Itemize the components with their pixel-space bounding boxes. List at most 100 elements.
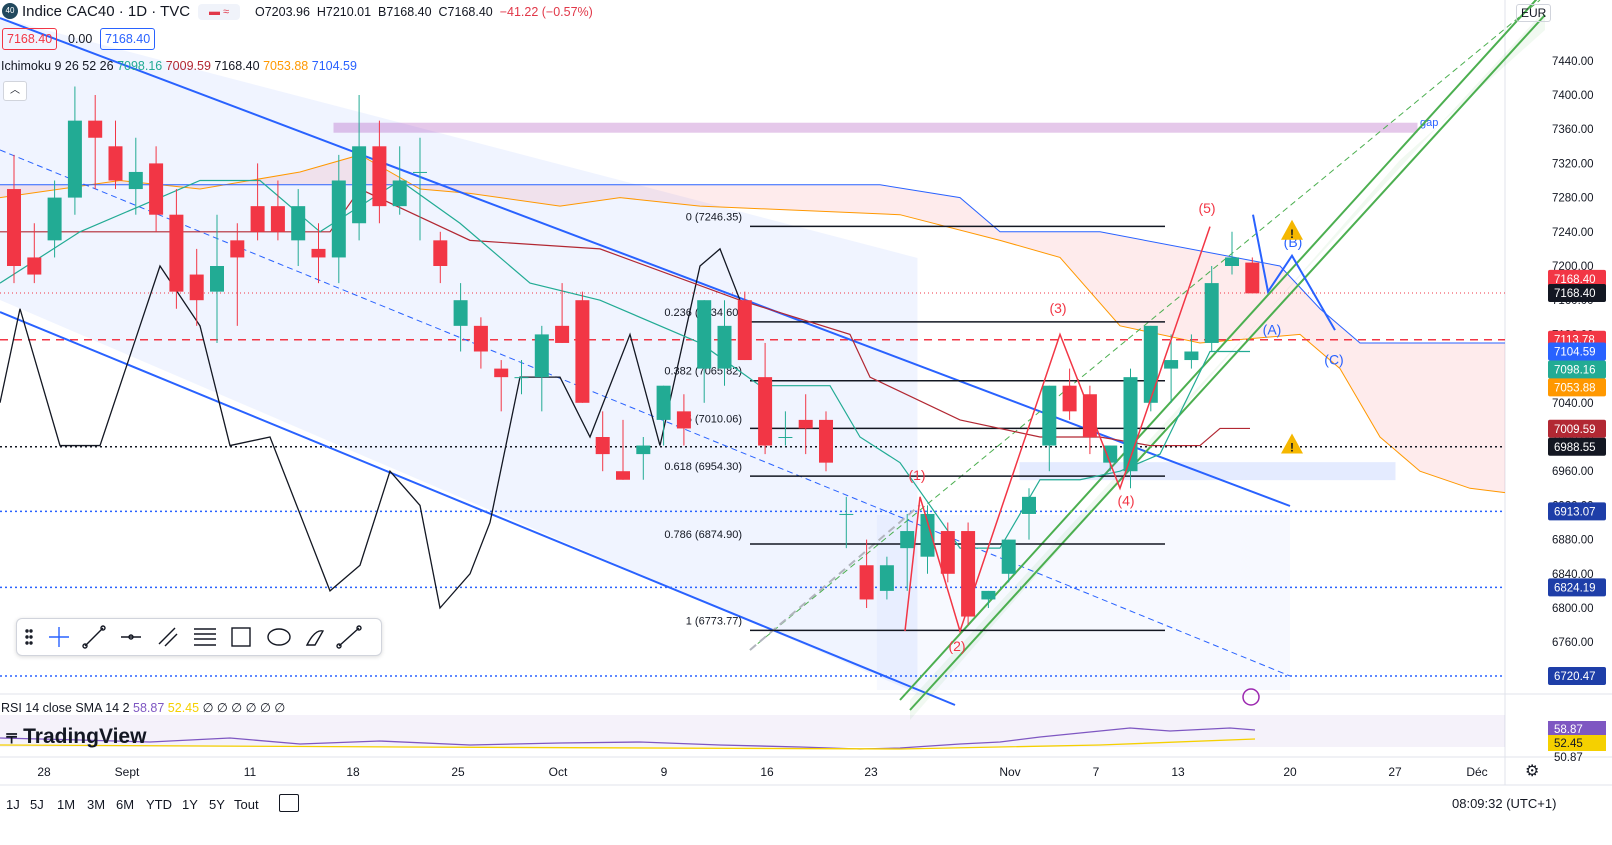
price-tick: 6800.00 [1552,603,1594,615]
candle-body [149,163,164,215]
rsi-line [0,727,1256,750]
symbol-title[interactable]: Indice CAC40 · 1D · TVC [22,3,191,20]
ask-price-button[interactable]: 7168.40 [100,28,156,50]
collapse-legend-button[interactable]: ︿ [3,81,27,101]
ruler-icon[interactable] [336,625,362,649]
date-range-icon[interactable] [279,794,299,812]
rsi-legend[interactable]: RSI 14 close SMA 14 2 58.87 52.45 ∅ ∅ ∅ … [1,700,285,715]
timeframe-ytd[interactable]: YTD [146,797,172,812]
candle-body [676,411,691,429]
currency-selector[interactable]: EUR [1516,4,1552,22]
time-tick: 27 [1388,765,1402,779]
candle-body [7,189,21,266]
ellipse-icon[interactable] [267,628,291,646]
candle-body [616,471,630,480]
parallel-channel-icon[interactable] [158,627,178,647]
channel-lower-line [0,311,956,706]
candle-body [1042,385,1057,446]
price-tick: 7320.00 [1552,158,1594,170]
candle-body [47,197,62,241]
price-label-bg [1548,578,1606,597]
time-tick: 7 [1093,765,1100,779]
candle-body [697,300,712,369]
wave-label-1: (1) [908,467,925,483]
price-label-text: 6988.55 [1554,442,1596,454]
timeframe-1m[interactable]: 1M [57,797,76,812]
candle-body [798,419,813,429]
ichimoku-lagging: 7168.40 [214,59,260,73]
timeframe-1y[interactable]: 1Y [182,797,198,812]
fib-retracement-icon[interactable] [194,628,216,646]
ohlc-change: −41.22 (−0.57%) [499,5,593,19]
wave-label-a: (A) [1263,321,1282,337]
support-box [1019,462,1396,481]
price-label-text: 7053.88 [1554,382,1596,394]
impulse-wave-path [904,226,1211,634]
rsi-band [0,715,1505,747]
time-tick: 13 [1171,765,1185,779]
timeframe-1j[interactable]: 1J [6,797,20,812]
clock-readout[interactable]: 08:09:32 (UTC+1) [1452,796,1557,811]
gray-dashed-trend [749,504,921,651]
settings-gear-icon[interactable]: ⚙ [1525,763,1540,780]
price-label-bg [1548,269,1606,288]
tv-logo-text: TradingView [23,725,147,748]
brush-icon[interactable] [305,630,325,646]
price-label-text: 6720.47 [1554,671,1596,683]
time-tick: Déc [1466,765,1487,779]
timeframe-5j[interactable]: 5J [30,797,44,812]
candle-body [331,180,346,258]
up-channel-lower [909,14,1546,711]
price-tick: 6840.00 [1552,569,1594,581]
ichimoku-cloud [0,154,1505,493]
ichimoku-legend[interactable]: Ichimoku 9 26 52 26 7098.16 7009.59 7168… [1,59,357,73]
candle-body [717,325,732,369]
rsi-label: RSI 14 close SMA 14 2 [1,701,130,715]
candle-body [534,334,549,378]
candle-body [900,531,915,549]
timeframe-3m[interactable]: 3M [87,797,106,812]
candle-body [453,300,468,326]
gap-zone [333,122,1418,133]
price-tick: 7240.00 [1552,227,1594,239]
time-tick: Nov [999,765,1020,779]
time-tick: 16 [760,765,774,779]
candle-body [859,565,874,600]
rsi-axis-label-bg [1548,735,1606,751]
ohlc-readout: O7203.96 H7210.01 B7168.40 C7168.40 −41.… [255,5,593,19]
candle-body [108,146,123,181]
candle-body [819,419,833,463]
warning-mark: ! [1290,441,1294,455]
timeframe-6m[interactable]: 6M [116,797,135,812]
price-tick: 7360.00 [1552,124,1594,136]
ohlc-close: C7168.40 [438,5,493,19]
up-channel-upper [899,0,1538,701]
time-tick: 9 [661,765,668,779]
warning-icon [1281,219,1303,240]
up-channel-mid [749,0,1541,651]
rsi-axis-label-bg [1548,721,1606,737]
price-label-bg [1548,419,1606,438]
crosshair-icon[interactable] [49,627,69,647]
ohlc-high: H7210.01 [316,5,372,19]
drag-handle-icon[interactable] [25,629,33,645]
rsi-sma-value: 52.45 [167,701,200,715]
event-flash-icon [1242,688,1260,706]
ichimoku-label: Ichimoku 9 26 52 26 [1,59,114,73]
up-channel-fill [910,10,1545,720]
time-tick: 20 [1283,765,1297,779]
rectangle-icon[interactable] [231,627,251,647]
candle-body [189,274,204,301]
drawing-toolbar[interactable] [16,618,382,656]
time-tick: Sept [115,765,140,779]
time-tick: 23 [864,765,878,779]
candle-body [128,171,143,190]
trendline-icon[interactable] [82,625,106,649]
bid-price-button[interactable]: 7168.40 [2,28,58,50]
candle-body [940,531,955,574]
timeframe-tout[interactable]: Tout [234,797,259,812]
visibility-toggle-icon[interactable]: ▬ ≈ [198,4,240,20]
timeframe-5y[interactable]: 5Y [209,797,225,812]
horizontal-line-icon[interactable] [121,634,141,640]
